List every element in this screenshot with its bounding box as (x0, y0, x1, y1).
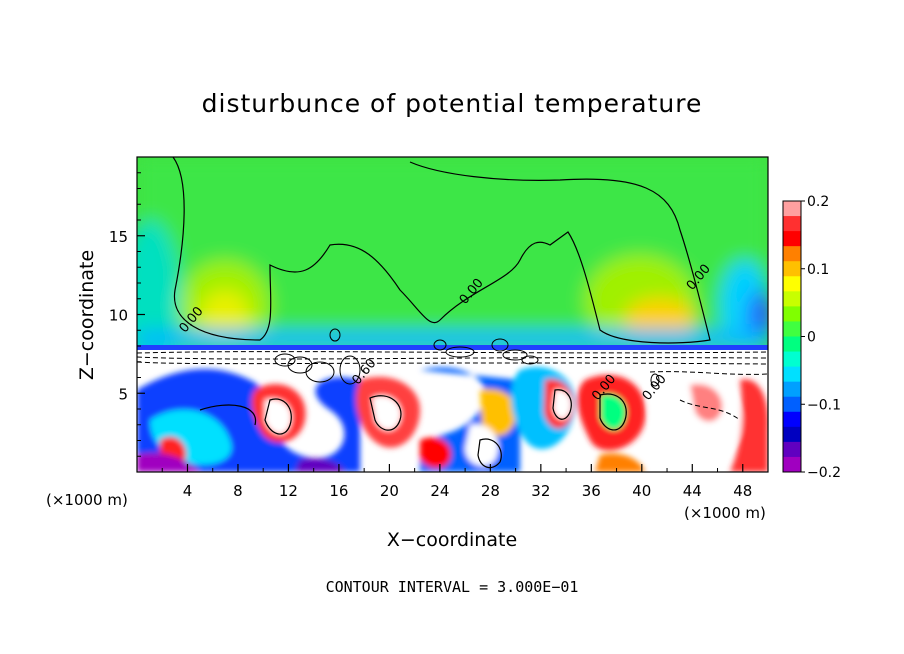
x-tick-label: 12 (279, 482, 298, 500)
y-tick-label: 15 (109, 228, 128, 246)
plot-area: 0.000.00 0.000.60 0.00 0.00 (137, 157, 768, 472)
colorbar-swatch (783, 231, 801, 247)
y-tick-label: 10 (109, 307, 128, 325)
colorbar-swatch (783, 216, 801, 232)
x-tick-label: 32 (531, 482, 550, 500)
y-axis-label: Z−coordinate (76, 250, 98, 380)
colorbar-swatch (783, 351, 801, 368)
colorbar-swatch (783, 276, 801, 292)
chart-title: disturbunce of potential temperature (202, 89, 703, 118)
colorbar-swatch (783, 336, 801, 353)
colorbar-swatch (783, 396, 801, 413)
x-tick-label: 36 (582, 482, 601, 500)
colorbar-swatch (783, 321, 801, 337)
x-tick-label: 28 (481, 482, 500, 500)
x-tick-label: 16 (329, 482, 348, 500)
colorbar-swatch (783, 381, 801, 398)
colorbar-swatch (783, 246, 801, 262)
x-tick-label: 44 (683, 482, 702, 500)
colorbar-tick-label: 0.2 (807, 194, 829, 210)
colorbar-swatch (783, 291, 801, 307)
colorbar-swatch (783, 426, 801, 443)
x-tick-label: 4 (183, 482, 193, 500)
colorbar-tick-label: 0 (807, 330, 816, 346)
colorbar-swatch (783, 201, 801, 217)
x-unit-left: (×1000 m) (46, 491, 128, 509)
colorbar-swatch (783, 366, 801, 383)
colorbar-swatch (783, 456, 801, 473)
x-tick-label: 48 (733, 482, 752, 500)
colorbar-tick-label: 0.1 (807, 262, 829, 278)
colorbar-swatch (783, 306, 801, 322)
colorbar-swatch (783, 441, 801, 458)
colorbar-tick-label: −0.2 (807, 465, 841, 481)
colorbar-swatch (783, 261, 801, 277)
x-tick-label: 40 (632, 482, 651, 500)
x-tick-label: 20 (380, 482, 399, 500)
colorbar-swatch (783, 411, 801, 428)
colorbar-tick-label: −0.1 (807, 397, 841, 413)
x-tick-label: 8 (233, 482, 243, 500)
y-tick-label: 5 (118, 385, 128, 403)
colorbar: 0.2 0.1 0 −0.1 −0.2 (782, 194, 841, 481)
x-axis-label: X−coordinate (387, 529, 517, 551)
y-axis: 5 10 15 (109, 172, 145, 457)
contour-interval-note: CONTOUR INTERVAL = 3.000E−01 (326, 578, 579, 596)
x-axis: 4 8 12 16 20 24 28 32 36 40 44 48 (161, 464, 752, 500)
x-unit-right: (×1000 m) (684, 504, 766, 522)
x-tick-label: 24 (430, 482, 449, 500)
